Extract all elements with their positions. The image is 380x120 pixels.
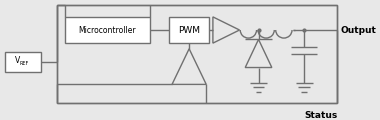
- Text: Microcontroller: Microcontroller: [79, 26, 136, 35]
- Bar: [5, 52, 41, 72]
- Text: Status: Status: [304, 111, 337, 120]
- Bar: [65, 17, 150, 43]
- Bar: [57, 5, 337, 103]
- Text: REF: REF: [19, 61, 28, 66]
- Bar: [169, 17, 209, 43]
- Text: Output: Output: [340, 26, 376, 35]
- Text: PWM: PWM: [178, 26, 200, 35]
- Text: V: V: [15, 56, 20, 65]
